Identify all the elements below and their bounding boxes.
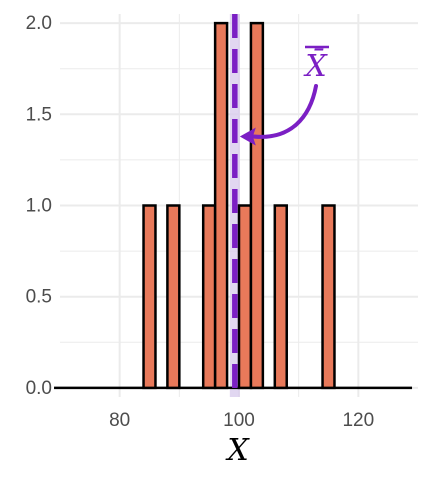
x-axis-tick-labels: 80 100 120 [109,410,374,431]
y-tick-label: 1.0 [26,196,52,217]
mean-annotation-label: X̄ [303,48,328,84]
y-tick-label: 0.0 [26,378,52,399]
x-tick-label: 80 [109,410,130,431]
histogram-bar [144,206,156,388]
y-tick-label: 1.5 [26,104,52,125]
x-axis-title: X [225,433,250,468]
x-tick-label: 120 [342,410,374,431]
histogram-bar [323,206,335,388]
y-tick-label: 2.0 [26,13,52,34]
y-tick-label: 0.5 [26,287,52,308]
histogram-bar [167,206,179,388]
histogram-bar [275,206,287,388]
x-tick-label: 100 [223,410,255,431]
y-axis-tick-labels: 0.0 0.5 1.0 1.5 2.0 [26,13,52,399]
histogram-bar [239,206,251,388]
histogram-bar [251,23,263,388]
histogram-bar [203,206,215,388]
histogram-bar [215,23,227,388]
